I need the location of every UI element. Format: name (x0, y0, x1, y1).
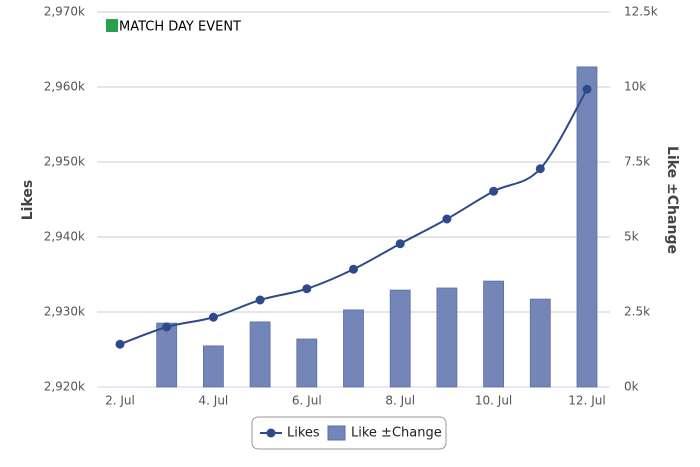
legend-point (266, 428, 276, 438)
bar (389, 289, 411, 388)
bar (249, 321, 271, 388)
point (115, 339, 125, 349)
x-tick-label: 10. Jul (475, 394, 512, 408)
y-tick-label: 2,960k (44, 80, 85, 94)
bar (483, 280, 505, 388)
point (302, 284, 312, 294)
x-tick-label: 8. Jul (385, 394, 415, 408)
annotation-marker (106, 19, 118, 32)
y2-tick-label: 7.5k (624, 155, 650, 169)
x-tick-label: 4. Jul (199, 394, 229, 408)
y2-tick-label: 0k (624, 380, 639, 394)
bar (202, 345, 224, 388)
x-tick-label: 12. Jul (568, 394, 605, 408)
bar (156, 322, 178, 388)
y2-tick-label: 5k (624, 230, 639, 244)
y-axis-title: Likes (20, 180, 36, 220)
legend-swatch (327, 425, 346, 441)
bar (576, 66, 598, 388)
point (208, 312, 218, 322)
point (395, 239, 405, 249)
point (489, 186, 499, 196)
bar (296, 338, 318, 388)
y2-tick-label: 2.5k (624, 305, 650, 319)
annotation: MATCH DAY EVENT (119, 20, 241, 35)
legend-label[interactable]: Like ±Change (351, 426, 442, 441)
x-tick-label: 6. Jul (292, 394, 322, 408)
point (162, 322, 172, 332)
y-tick-label: 2,970k (44, 5, 85, 19)
y2-tick-label: 12.5k (624, 5, 658, 19)
y-tick-label: 2,950k (44, 155, 85, 169)
bar (529, 298, 551, 388)
line (119, 88, 588, 346)
legend-box (251, 416, 447, 450)
y-tick-label: 2,940k (44, 230, 85, 244)
point (349, 264, 358, 274)
point (255, 295, 265, 305)
point (582, 84, 592, 94)
legend-label[interactable]: Likes (287, 426, 320, 441)
y-tick-label: 2,920k (44, 380, 85, 394)
y2-axis-title: Like ±Change (664, 146, 680, 254)
bar (343, 309, 364, 388)
point (442, 214, 452, 224)
bar (436, 287, 458, 388)
y-tick-label: 2,930k (44, 305, 85, 319)
point (535, 164, 545, 174)
y2-tick-label: 10k (624, 80, 646, 94)
x-tick-label: 2. Jul (105, 394, 135, 408)
